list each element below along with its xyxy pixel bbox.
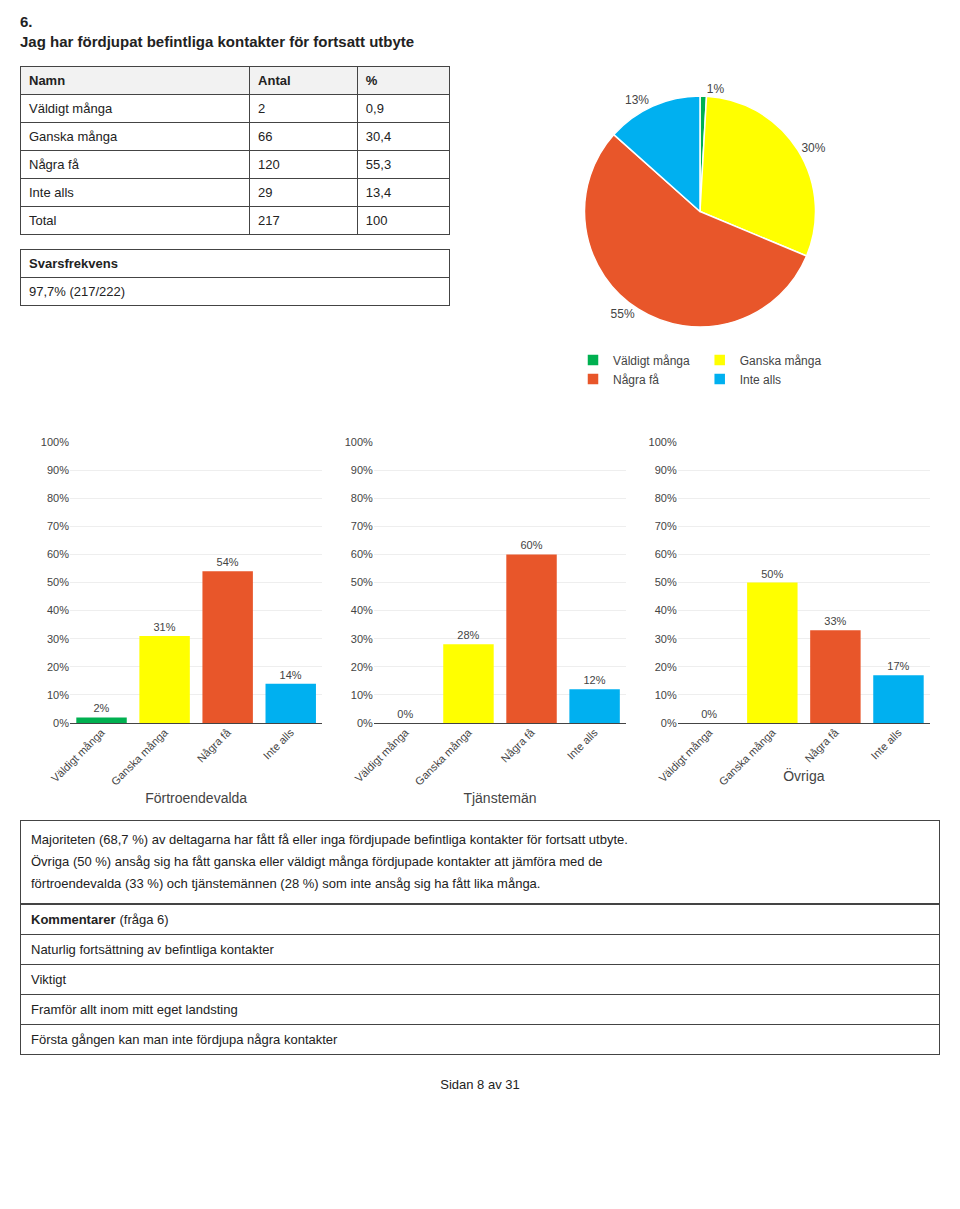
svg-text:30%: 30% (801, 141, 825, 155)
html-text:0,9: 0,9 (365, 101, 384, 116)
svg-text:20%: 20% (655, 661, 677, 673)
svg-text:Några få: Några få (499, 726, 538, 765)
svg-text:Tjänstemän: Tjänstemän (463, 790, 536, 806)
svg-text:0%: 0% (661, 717, 677, 729)
html-text:Naturlig fortsättning av befin: Naturlig fortsättning av befintliga kont… (31, 942, 274, 957)
svg-text:0%: 0% (357, 717, 373, 729)
svg-text:90%: 90% (351, 464, 373, 476)
html-text:2: 2 (258, 101, 266, 116)
svg-text:70%: 70% (47, 520, 69, 532)
html-text:6.: 6. (20, 13, 33, 30)
html-text:Sidan 8 av 31: Sidan 8 av 31 (440, 1077, 520, 1092)
html-text:29: 29 (258, 185, 273, 200)
svg-text:31%: 31% (153, 621, 175, 633)
html-text:Svarsfrekvens: Svarsfrekvens (29, 256, 118, 271)
svg-text:80%: 80% (655, 492, 677, 504)
svg-text:Övriga: Övriga (783, 767, 824, 784)
html-text:Namn: Namn (29, 73, 66, 88)
svg-text:30%: 30% (351, 633, 373, 645)
svg-text:54%: 54% (217, 556, 239, 568)
svg-text:50%: 50% (47, 576, 69, 588)
html-text:Antal: Antal (258, 73, 291, 88)
svg-text:Väldigt många: Väldigt många (352, 726, 411, 785)
html-text:Ganska många: Ganska många (29, 129, 118, 144)
svg-text:100%: 100% (41, 436, 69, 448)
html-text:100: 100 (365, 213, 388, 228)
html-text:Övriga (50 %) ansåg sig ha fåt: Övriga (50 %) ansåg sig ha fått ganska e… (31, 854, 603, 869)
html-text:Väldigt många: Väldigt många (29, 101, 113, 116)
svg-text:14%: 14% (280, 669, 302, 681)
svg-text:20%: 20% (47, 661, 69, 673)
svg-text:Några få: Några få (802, 726, 841, 765)
svg-text:40%: 40% (351, 604, 373, 616)
svg-text:100%: 100% (345, 436, 373, 448)
svg-text:80%: 80% (47, 492, 69, 504)
html-text:217: 217 (258, 213, 280, 228)
svg-text:50%: 50% (761, 568, 783, 580)
svg-text:0%: 0% (53, 717, 69, 729)
svg-text:30%: 30% (655, 633, 677, 645)
html-text:Viktigt: Viktigt (31, 972, 67, 987)
html-text:Total: Total (29, 213, 57, 228)
html-text:66: 66 (258, 129, 273, 144)
html-text:55,3: 55,3 (365, 157, 392, 172)
svg-text:90%: 90% (47, 464, 69, 476)
svg-text:50%: 50% (351, 576, 373, 588)
svg-text:1%: 1% (707, 82, 725, 96)
svg-text:10%: 10% (655, 689, 677, 701)
svg-text:70%: 70% (351, 520, 373, 532)
svg-text:2%: 2% (93, 702, 109, 714)
html-text:97,7% (217/222): 97,7% (217/222) (29, 284, 126, 299)
html-text:förtroendevalda (33 %) och tjä: förtroendevalda (33 %) och tjänstemännen… (31, 876, 541, 891)
svg-text:60%: 60% (47, 548, 69, 560)
svg-text:60%: 60% (351, 548, 373, 560)
svg-text:28%: 28% (457, 629, 479, 641)
svg-text:13%: 13% (625, 93, 649, 107)
svg-text:60%: 60% (520, 539, 542, 551)
html-text:Framför allt inom mitt eget la: Framför allt inom mitt eget landsting (31, 1002, 238, 1017)
svg-text:55%: 55% (611, 307, 635, 321)
html-text:13,4: 13,4 (365, 185, 392, 200)
svg-text:Ganska många: Ganska många (413, 726, 475, 788)
svg-text:Några få: Några få (195, 726, 234, 765)
svg-text:0%: 0% (701, 708, 717, 720)
svg-text:10%: 10% (351, 689, 373, 701)
svg-text:40%: 40% (47, 604, 69, 616)
html-text:Majoriteten (68,7 %) av deltag: Majoriteten (68,7 %) av deltagarna har f… (31, 832, 628, 847)
svg-text:17%: 17% (887, 660, 909, 672)
svg-text:10%: 10% (47, 689, 69, 701)
svg-text:60%: 60% (655, 548, 677, 560)
svg-text:Ganska många: Ganska många (109, 726, 171, 788)
html-text:Några få: Några få (29, 157, 79, 172)
svg-text:0%: 0% (397, 708, 413, 720)
html-text:Första gången kan man inte för: Första gången kan man inte fördjupa någr… (31, 1032, 338, 1047)
svg-text:Väldigt många: Väldigt många (656, 726, 715, 785)
html-text:Inte alls: Inte alls (29, 185, 74, 200)
html-text:Jag har fördjupat befintliga k: Jag har fördjupat befintliga kontakter f… (20, 33, 415, 50)
html-text:Kommentarer (fråga 6): Kommentarer (fråga 6) (31, 912, 169, 927)
svg-text:30%: 30% (47, 633, 69, 645)
svg-text:50%: 50% (655, 576, 677, 588)
svg-text:90%: 90% (655, 464, 677, 476)
svg-text:Förtroendevalda: Förtroendevalda (145, 790, 247, 806)
svg-text:33%: 33% (824, 615, 846, 627)
svg-text:Inte alls: Inte alls (740, 373, 781, 387)
svg-text:Väldigt många: Väldigt många (613, 354, 690, 368)
svg-text:70%: 70% (655, 520, 677, 532)
svg-text:20%: 20% (351, 661, 373, 673)
html-text:30,4: 30,4 (365, 129, 392, 144)
svg-text:40%: 40% (655, 604, 677, 616)
svg-text:Inte alls: Inte alls (565, 726, 601, 762)
svg-text:Ganska många: Ganska många (716, 726, 778, 788)
svg-text:Väldigt många: Väldigt många (49, 726, 108, 785)
svg-text:100%: 100% (649, 436, 677, 448)
svg-text:80%: 80% (351, 492, 373, 504)
html-text:120: 120 (258, 157, 280, 172)
svg-text:Ganska många: Ganska många (740, 354, 822, 368)
svg-text:Några få: Några få (613, 373, 659, 387)
svg-text:12%: 12% (583, 674, 605, 686)
svg-text:Inte alls: Inte alls (868, 726, 904, 762)
svg-text:Inte alls: Inte alls (261, 726, 297, 762)
